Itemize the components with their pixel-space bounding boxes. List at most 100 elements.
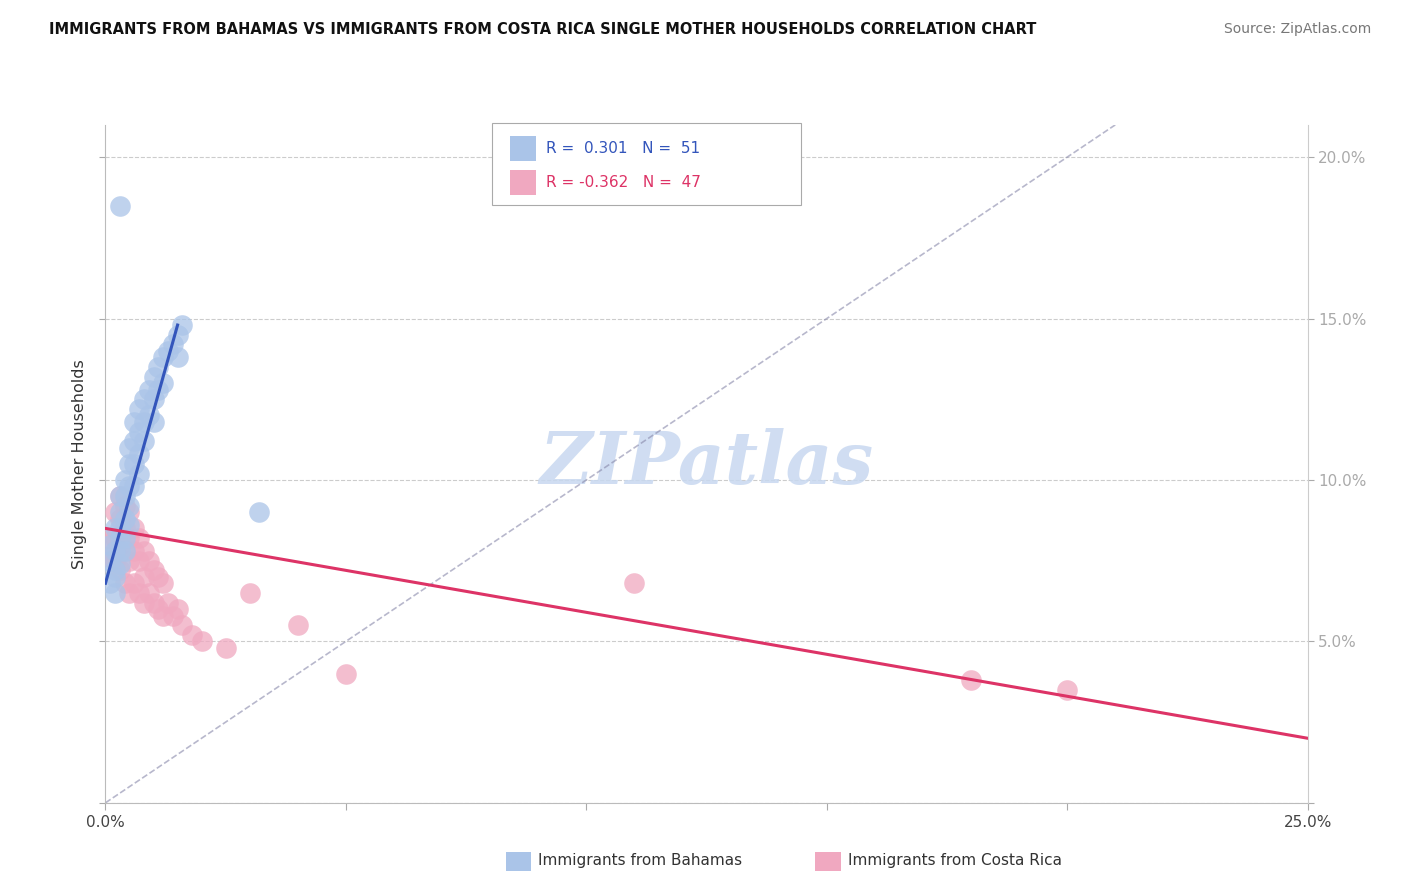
Point xyxy=(98,550,121,565)
Point xyxy=(132,392,155,407)
Point xyxy=(114,531,136,545)
Point xyxy=(118,586,141,600)
Point xyxy=(108,563,131,577)
Point xyxy=(118,518,141,533)
Point xyxy=(152,376,174,391)
Point xyxy=(960,673,983,687)
Point xyxy=(287,618,309,632)
Point xyxy=(118,554,141,568)
Point xyxy=(104,521,127,535)
Point xyxy=(152,351,174,365)
Point xyxy=(142,369,165,384)
Point xyxy=(172,318,194,332)
Point xyxy=(98,537,121,551)
Point xyxy=(114,544,136,558)
Point xyxy=(124,521,146,535)
Point xyxy=(128,425,150,439)
Point xyxy=(138,383,160,397)
Point xyxy=(104,586,127,600)
Point xyxy=(132,596,155,610)
Point xyxy=(98,576,121,591)
Point xyxy=(104,505,127,519)
Point xyxy=(118,479,141,493)
Point xyxy=(104,544,127,558)
Point xyxy=(190,634,212,648)
Text: R =  0.301   N =  51: R = 0.301 N = 51 xyxy=(546,141,700,155)
Point xyxy=(124,576,146,591)
Point xyxy=(214,640,236,655)
Point xyxy=(104,531,127,545)
Point xyxy=(124,434,146,449)
Point xyxy=(148,602,170,616)
Point xyxy=(108,512,131,526)
Point xyxy=(162,337,184,351)
Point xyxy=(104,554,127,568)
Point xyxy=(132,415,155,429)
Point xyxy=(114,489,136,503)
Point xyxy=(114,521,136,535)
Point xyxy=(108,198,131,212)
Point xyxy=(108,544,131,558)
Text: Immigrants from Costa Rica: Immigrants from Costa Rica xyxy=(848,854,1062,868)
Point xyxy=(162,608,184,623)
Point xyxy=(124,457,146,471)
Point xyxy=(118,499,141,513)
Point xyxy=(181,628,204,642)
Point xyxy=(128,531,150,545)
Point xyxy=(148,359,170,374)
Point xyxy=(1056,682,1078,697)
Point xyxy=(114,512,136,526)
Point xyxy=(138,409,160,423)
Point xyxy=(623,576,645,591)
Point xyxy=(104,563,127,577)
Y-axis label: Single Mother Households: Single Mother Households xyxy=(72,359,87,569)
Point xyxy=(124,544,146,558)
Point xyxy=(166,351,188,365)
Point xyxy=(108,489,131,503)
Point xyxy=(118,531,141,545)
Point xyxy=(335,666,357,681)
Point xyxy=(118,457,141,471)
Point xyxy=(152,608,174,623)
Point xyxy=(128,467,150,481)
Point xyxy=(156,596,179,610)
Point xyxy=(118,505,141,519)
Point xyxy=(114,473,136,487)
Point xyxy=(128,586,150,600)
Point xyxy=(124,479,146,493)
Point xyxy=(142,392,165,407)
Point xyxy=(166,327,188,342)
Point xyxy=(239,586,262,600)
Point xyxy=(148,383,170,397)
Point xyxy=(98,531,121,545)
Point xyxy=(108,521,131,535)
Point xyxy=(124,415,146,429)
Point xyxy=(148,570,170,584)
Point xyxy=(108,557,131,571)
Point xyxy=(128,447,150,461)
Point xyxy=(114,544,136,558)
Point xyxy=(247,505,270,519)
Point xyxy=(118,441,141,455)
Point xyxy=(132,544,155,558)
Point xyxy=(114,576,136,591)
Point xyxy=(142,415,165,429)
Point xyxy=(104,570,127,584)
Point xyxy=(138,586,160,600)
Point xyxy=(108,537,131,551)
Point xyxy=(156,343,179,358)
Point xyxy=(108,505,131,519)
Point xyxy=(108,489,131,503)
Point xyxy=(98,554,121,568)
Text: R = -0.362   N =  47: R = -0.362 N = 47 xyxy=(546,175,700,190)
Text: IMMIGRANTS FROM BAHAMAS VS IMMIGRANTS FROM COSTA RICA SINGLE MOTHER HOUSEHOLDS C: IMMIGRANTS FROM BAHAMAS VS IMMIGRANTS FR… xyxy=(49,22,1036,37)
Point xyxy=(166,602,188,616)
Point xyxy=(142,596,165,610)
Point xyxy=(138,554,160,568)
Text: Source: ZipAtlas.com: Source: ZipAtlas.com xyxy=(1223,22,1371,37)
Point xyxy=(114,499,136,513)
Point xyxy=(108,531,131,545)
Point xyxy=(152,576,174,591)
Text: ZIPatlas: ZIPatlas xyxy=(540,428,873,500)
Point xyxy=(142,563,165,577)
